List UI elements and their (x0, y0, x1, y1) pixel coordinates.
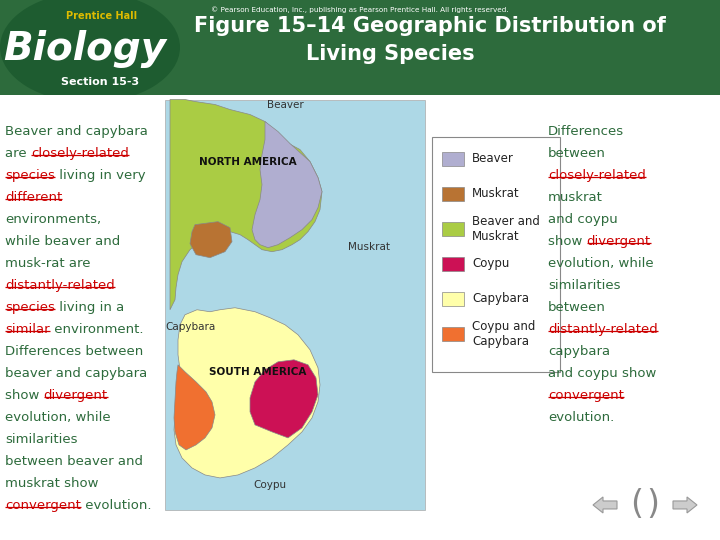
Text: Muskrat: Muskrat (348, 242, 390, 252)
Polygon shape (174, 365, 215, 450)
Text: ): ) (647, 489, 660, 522)
Text: are: are (5, 146, 31, 159)
Text: living in very: living in very (55, 168, 145, 181)
Text: between: between (548, 146, 606, 159)
Text: Prentice Hall: Prentice Hall (66, 11, 138, 21)
Text: Coypu: Coypu (253, 480, 287, 490)
Text: evolution.: evolution. (548, 411, 614, 424)
Text: Differences between: Differences between (5, 345, 143, 358)
Text: beaver and capybara: beaver and capybara (5, 367, 148, 380)
Polygon shape (250, 360, 318, 438)
Polygon shape (252, 122, 322, 248)
Text: and coypu: and coypu (548, 213, 618, 226)
Bar (442, 221, 464, 235)
Text: closely-related: closely-related (31, 146, 129, 159)
Text: Capybara: Capybara (165, 322, 215, 332)
Text: SOUTH AMERICA: SOUTH AMERICA (210, 367, 307, 377)
Text: convergent: convergent (548, 389, 624, 402)
Text: similar: similar (5, 323, 50, 336)
Text: NORTH AMERICA: NORTH AMERICA (199, 157, 297, 166)
Text: while beaver and: while beaver and (5, 235, 120, 248)
Text: muskrat: muskrat (548, 191, 603, 204)
Bar (165, 99, 425, 510)
Text: Figure 15–14 Geographic Distribution of: Figure 15–14 Geographic Distribution of (194, 16, 666, 36)
Text: closely-related: closely-related (548, 168, 646, 181)
Polygon shape (174, 308, 320, 478)
Text: Coypu and
Capybara: Coypu and Capybara (472, 320, 536, 348)
FancyArrow shape (673, 497, 697, 513)
Text: species: species (5, 301, 55, 314)
Bar (442, 152, 464, 166)
Bar (442, 292, 464, 306)
Bar (442, 187, 464, 201)
Text: Beaver and capybara: Beaver and capybara (5, 125, 148, 138)
Text: similarities: similarities (5, 433, 78, 446)
Text: musk-rat are: musk-rat are (5, 256, 91, 269)
Text: divergent: divergent (587, 235, 651, 248)
FancyArrow shape (593, 497, 617, 513)
Polygon shape (170, 99, 322, 310)
Text: capybara: capybara (548, 345, 610, 358)
Text: Section 15-3: Section 15-3 (61, 77, 139, 87)
Text: convergent: convergent (5, 499, 81, 512)
Text: Living Species: Living Species (306, 44, 474, 64)
Bar (432, 137, 560, 372)
Text: distantly-related: distantly-related (548, 323, 658, 336)
Polygon shape (190, 221, 232, 258)
Text: Biology: Biology (4, 30, 166, 68)
Text: distantly-related: distantly-related (5, 279, 114, 292)
Bar (442, 327, 464, 341)
Text: different: different (5, 191, 62, 204)
Text: evolution.: evolution. (81, 499, 151, 512)
Text: between: between (548, 301, 606, 314)
Text: Differences: Differences (548, 125, 624, 138)
Text: and coypu show: and coypu show (548, 367, 657, 380)
Text: Beaver: Beaver (266, 99, 303, 110)
Text: evolution, while: evolution, while (5, 411, 111, 424)
Text: environments,: environments, (5, 213, 101, 226)
Text: species: species (5, 168, 55, 181)
Text: Muskrat: Muskrat (472, 187, 520, 200)
Text: muskrat show: muskrat show (5, 477, 99, 490)
Text: Capybara: Capybara (472, 292, 529, 305)
Text: living in a: living in a (55, 301, 124, 314)
Text: environment.: environment. (50, 323, 143, 336)
Text: show: show (5, 389, 44, 402)
Text: Beaver and
Muskrat: Beaver and Muskrat (472, 215, 540, 242)
Bar (442, 256, 464, 271)
Text: © Pearson Education, Inc., publishing as Pearson Prentice Hall. All rights reser: © Pearson Education, Inc., publishing as… (211, 6, 509, 13)
Ellipse shape (0, 0, 180, 103)
Text: Beaver: Beaver (472, 152, 514, 165)
Text: show: show (548, 235, 587, 248)
Text: (: ( (631, 489, 644, 522)
Text: similarities: similarities (548, 279, 621, 292)
Text: between beaver and: between beaver and (5, 455, 143, 468)
Text: divergent: divergent (44, 389, 108, 402)
Text: Coypu: Coypu (472, 257, 509, 270)
Text: evolution, while: evolution, while (548, 256, 654, 269)
